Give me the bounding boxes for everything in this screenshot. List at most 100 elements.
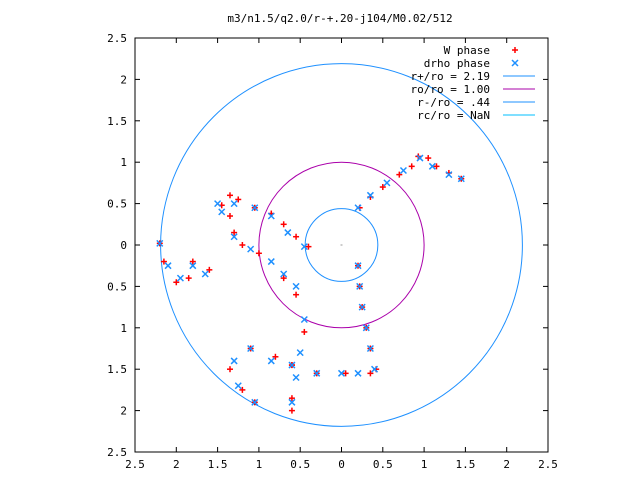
y-tick-label: 2 [120,405,127,418]
w-phase-point [239,386,246,393]
drho-phase-point [445,171,453,179]
cross-b [247,245,255,253]
drho-phase-point [230,233,238,241]
w-phase-point [206,266,213,273]
cross-b [296,349,304,357]
drho-phase-point [399,166,407,175]
cross-b [354,369,362,377]
drho-phase-point [362,324,370,332]
y-tick-label: 1.5 [107,363,127,376]
drho-phase-point [358,303,366,311]
drho-phase-point [292,282,300,290]
cross-b [156,239,164,247]
w-phase-point [280,275,287,282]
legend-label: ro/ro = 1.00 [411,83,490,96]
drho-phase-point [288,361,296,369]
x-tick-label: 2 [173,458,180,471]
w-phase-point [235,196,242,203]
legend-label: drho phase [424,57,490,70]
w-phase-point [512,47,518,53]
cross-b [292,373,300,382]
w-phase-point [226,366,233,373]
x-tick-label: 1 [256,458,263,471]
x-tick-label: 2.5 [125,458,145,471]
cross-b [267,357,275,365]
cross-b [362,324,370,332]
drho-phase-point [292,373,300,382]
cross-b [288,361,296,369]
cross-b [428,162,436,170]
w-phase-point [226,213,233,220]
drho-phase-point [214,200,222,208]
drho-phase-point [156,239,164,247]
cross-b [354,262,362,270]
x-tick-label: 0.5 [290,458,310,471]
legend-label: r-/ro = .44 [417,96,490,109]
cross-b [288,398,296,406]
cross-b [511,59,519,67]
drho-phase-point [284,229,292,237]
drho-phase-point [337,369,346,377]
cross-b [214,200,222,208]
cross-b [218,208,226,216]
cross-b [251,398,259,406]
drho-phase-point [230,200,238,208]
cross-b [366,191,374,199]
drho-phase-point [296,349,304,357]
cross-b [234,382,242,390]
x-tick-label: 2.5 [538,458,558,471]
y-tick-label: 1 [120,322,127,335]
drho-phase-point [234,382,242,390]
w-phase-point [379,184,386,191]
drho-phase-point [313,369,321,377]
drho-phase-point [383,179,391,187]
w-phase-point [288,407,295,414]
w-phase-point [231,229,238,236]
cross-b [292,282,300,290]
drho-phase-point [230,357,238,365]
y-tick-label: 0.5 [107,280,127,293]
w-phase-point [293,233,300,240]
cross-b [164,262,172,270]
w-phase-point [185,275,192,282]
w-phase-point [433,163,440,170]
series-drho-phase [156,154,465,406]
drho-phase-point [428,162,436,170]
cross-b [366,344,374,353]
cross-b [313,369,321,377]
drho-phase-point [164,262,172,270]
w-phase-point [173,279,180,286]
w-phase-point [255,250,262,257]
drho-phase-point [366,344,374,353]
y-tick-label: 0.5 [107,198,127,211]
drho-phase-point [356,282,364,290]
drho-phase-point [371,365,379,373]
drho-phase-point [247,344,255,353]
cross-b [356,282,364,290]
x-tick-label: 0.5 [373,458,393,471]
drho-phase-point [189,262,197,270]
cross-b [354,204,362,212]
drho-phase-point [354,262,362,270]
drho-phase-point [416,154,424,162]
w-phase-point [239,242,246,248]
drho-phase-point [300,315,308,324]
drho-phase-point [354,204,362,212]
x-tick-label: 0 [338,458,345,471]
cross-b [371,365,379,373]
w-phase-point [425,155,432,162]
cross-b [337,369,346,377]
cross-b [445,171,453,179]
cross-b [358,303,366,311]
drho-phase-point [267,212,275,220]
x-tick-label: 2 [503,458,510,471]
drho-phase-point [201,270,209,278]
cross-b [176,274,184,282]
cross-b [230,357,238,365]
cross-b [189,262,197,270]
drho-phase-point [267,357,275,365]
w-phase-point [408,163,415,170]
legend-label: rc/ro = NaN [417,109,490,122]
